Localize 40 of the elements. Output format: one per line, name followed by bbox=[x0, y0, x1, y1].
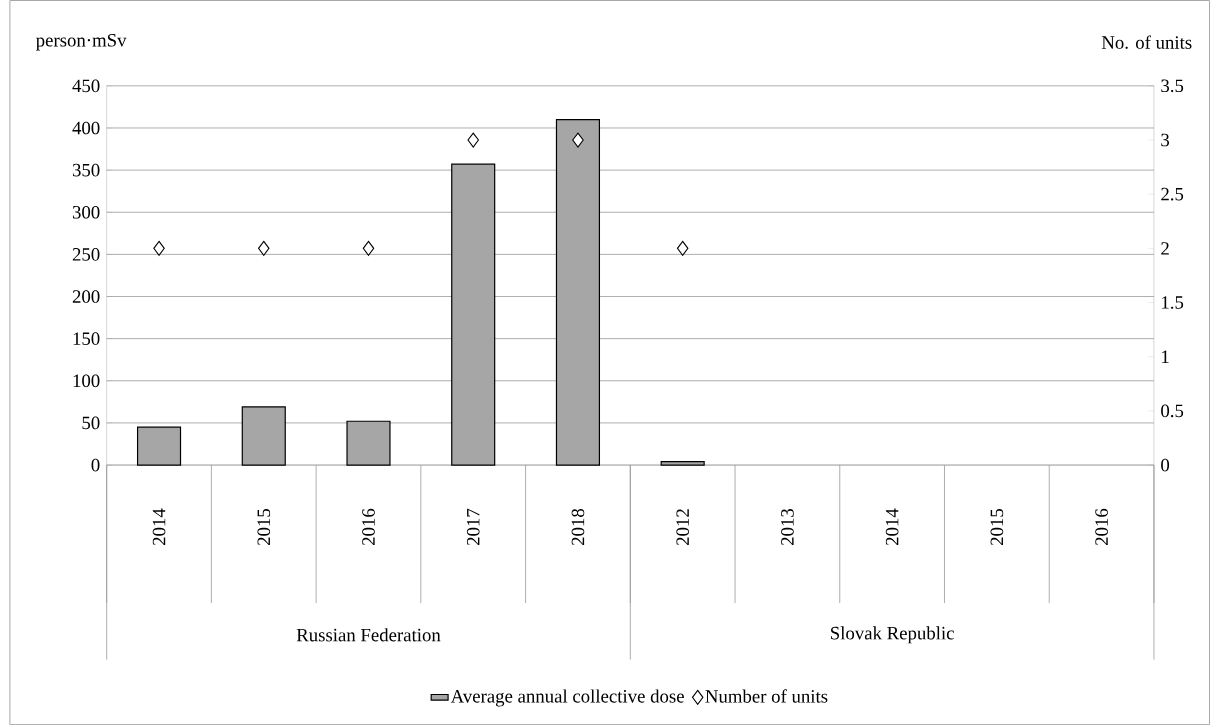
y-axis-title: person·mSv bbox=[36, 33, 127, 51]
x-tick-label: 2015 bbox=[257, 508, 271, 545]
legend-label: Number of units bbox=[705, 689, 828, 703]
y2-tick-label: 3.5 bbox=[1161, 79, 1184, 93]
y-tick-label: 400 bbox=[72, 121, 100, 135]
x-tick-label: 2016 bbox=[362, 508, 375, 545]
bar bbox=[241, 406, 286, 466]
y-tick-label: 450 bbox=[72, 79, 100, 93]
text: Slovak Republic bbox=[831, 626, 954, 644]
y-tick-label: 350 bbox=[72, 163, 100, 177]
bar bbox=[660, 461, 705, 466]
y-tick-label: 100 bbox=[73, 374, 100, 388]
x-tick-label: 2016 bbox=[1095, 508, 1108, 545]
y2-axis-title: No. of units bbox=[1101, 35, 1192, 49]
x-tick-label: 2018 bbox=[571, 508, 585, 545]
legend-label: Average annual collective dose bbox=[450, 689, 684, 707]
y2-tick-label: 2 bbox=[1161, 242, 1169, 255]
y2-tick-label: 1.5 bbox=[1162, 296, 1184, 309]
y-tick-label: 50 bbox=[82, 416, 100, 430]
bar bbox=[451, 163, 496, 466]
y-tick-label: 200 bbox=[72, 290, 100, 303]
x-tick-label: 2013 bbox=[781, 508, 794, 545]
y-tick-label: 150 bbox=[73, 332, 100, 345]
bar bbox=[555, 118, 601, 466]
y-tick-label: 300 bbox=[72, 205, 100, 219]
y2-tick-label: 1 bbox=[1162, 350, 1169, 363]
x-tick-label: 2014 bbox=[885, 508, 899, 545]
y-tick-label: 250 bbox=[72, 247, 100, 261]
y2-tick-label: 0 bbox=[1161, 458, 1170, 472]
x-tick-label: 2015 bbox=[990, 508, 1004, 545]
y2-tick-label: 3 bbox=[1161, 133, 1170, 147]
x-tick-label: 2017 bbox=[466, 508, 480, 545]
bar bbox=[346, 420, 391, 466]
bar bbox=[136, 426, 182, 466]
y-tick-label: 0 bbox=[91, 458, 100, 472]
y2-tick-label: 0.5 bbox=[1161, 404, 1184, 418]
x-tick-label: 2012 bbox=[676, 509, 690, 545]
text: Russian Federation bbox=[296, 628, 441, 642]
x-tick-label: 2014 bbox=[152, 508, 166, 545]
y2-tick-label: 2.5 bbox=[1161, 187, 1184, 201]
